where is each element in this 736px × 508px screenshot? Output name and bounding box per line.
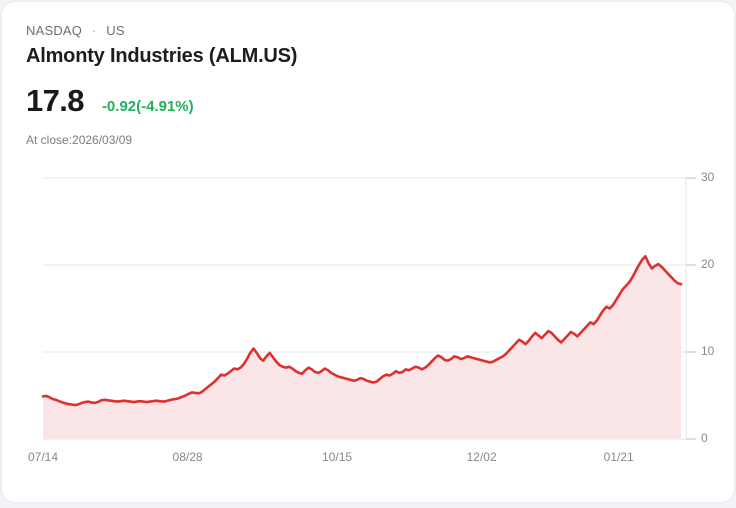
x-tick-label: 08/28 [173, 450, 203, 464]
x-tick-label: 07/14 [28, 450, 58, 464]
y-tick-label: 30 [701, 170, 715, 184]
y-tick-label: 20 [701, 257, 715, 271]
series-area-fill [43, 256, 681, 439]
quote-header: NASDAQ · US Almonty Industries (ALM.US) … [26, 22, 710, 148]
series-line [41, 255, 683, 407]
last-price: 17.8 [26, 83, 85, 118]
x-tick-label: 12/02 [467, 450, 497, 464]
chart-series-group [41, 255, 683, 439]
region-label: US [106, 23, 125, 38]
price-chart[interactable]: 0 10 20 30 07/14 08/28 10/15 12/02 01/21 [2, 162, 735, 482]
price-row: 17.8 -0.92(-4.91%) [26, 84, 710, 118]
chart-axis-labels-group: 0 10 20 30 07/14 08/28 10/15 12/02 01/21 [28, 170, 715, 464]
y-tick-label: 10 [701, 344, 715, 358]
price-chart-svg[interactable]: 0 10 20 30 07/14 08/28 10/15 12/02 01/21 [2, 162, 735, 482]
exchange-region-row: NASDAQ · US [26, 22, 710, 40]
price-change: -0.92(-4.91%) [101, 98, 194, 115]
x-tick-label: 10/15 [322, 450, 352, 464]
separator-dot: · [91, 23, 97, 38]
market-status-note: At close:2026/03/09 [26, 133, 133, 147]
x-tick-label: 01/21 [604, 450, 634, 464]
exchange-label: NASDAQ [26, 23, 83, 38]
page-title: Almonty Industries (ALM.US) [26, 45, 298, 67]
y-tick-label: 0 [701, 431, 708, 445]
